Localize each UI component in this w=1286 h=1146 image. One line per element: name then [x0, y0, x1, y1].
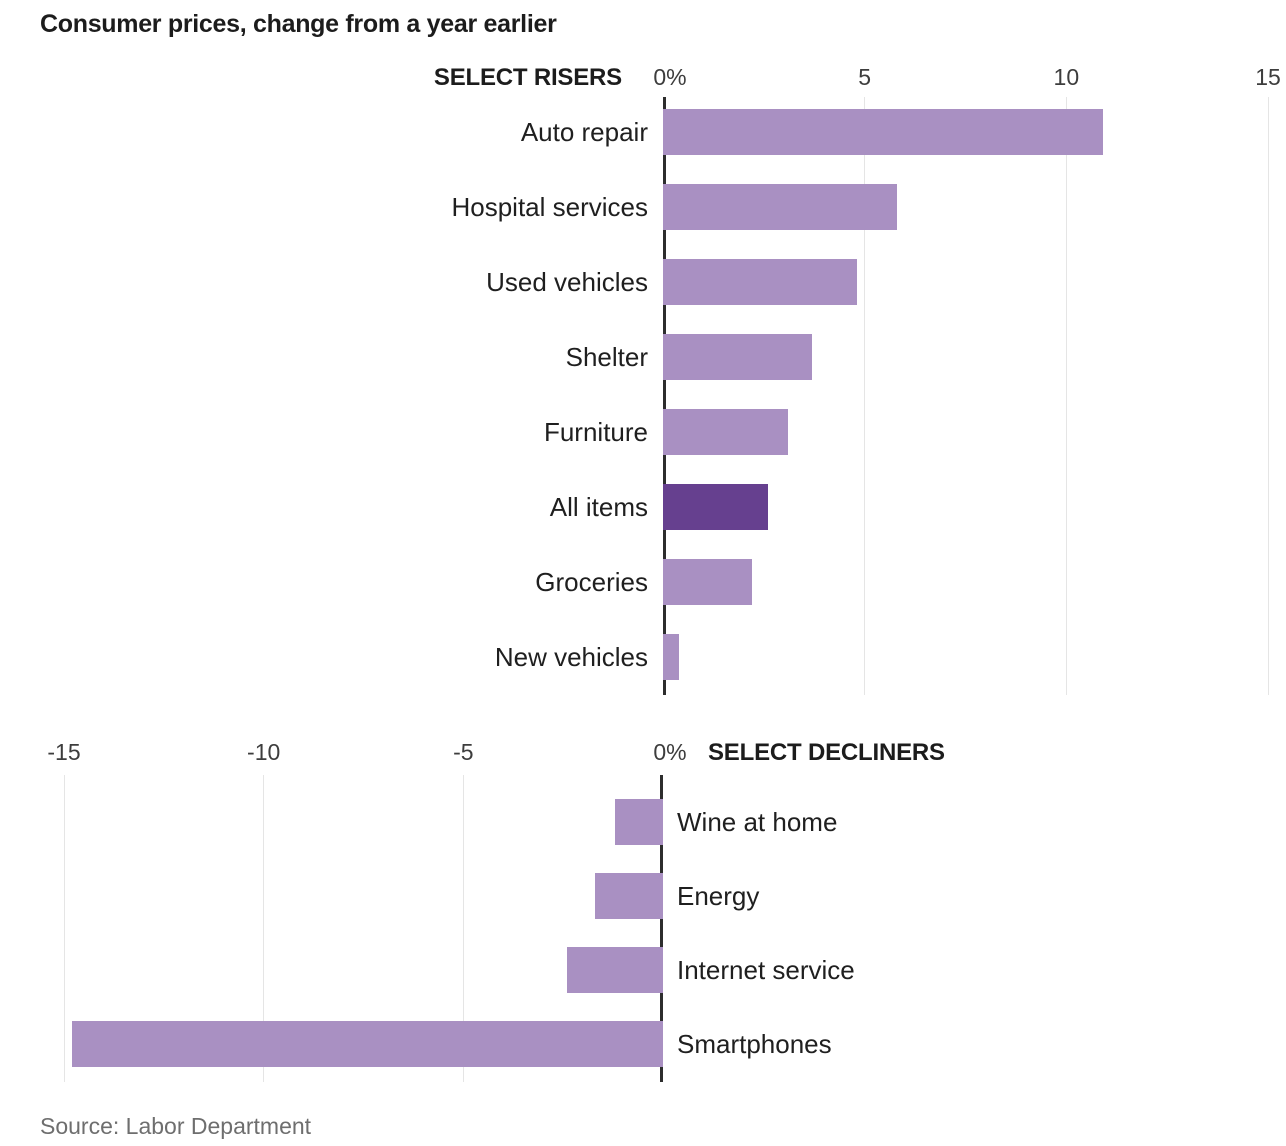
risers-plot-area [663, 97, 1269, 695]
gridline-15 [63, 775, 65, 1082]
chart-title: Consumer prices, change from a year earl… [40, 10, 557, 38]
category-label-wine-at-home: Wine at home [677, 807, 838, 837]
bar-shelter [663, 334, 813, 380]
category-label-energy: Energy [677, 881, 760, 911]
axis-tick-10: -10 [247, 739, 281, 765]
bar-internet-service [567, 947, 663, 993]
axis-tick-15: 15 [1255, 64, 1281, 90]
category-label-all-items: All items [549, 492, 648, 522]
decliners-panel-header: SELECT DECLINERS [708, 739, 945, 766]
category-label-shelter: Shelter [565, 342, 648, 372]
gridline-10 [263, 775, 265, 1082]
axis-tick-5: 5 [858, 64, 872, 90]
bar-all-items [663, 484, 768, 530]
bar-smartphones [71, 1021, 663, 1067]
category-label-smartphones: Smartphones [677, 1029, 832, 1059]
gridline-15 [1267, 97, 1269, 695]
bar-wine-at-home [615, 799, 663, 845]
axis-tick-0: 0% [653, 739, 687, 765]
bar-energy [595, 873, 663, 919]
category-label-hospital-services: Hospital services [451, 192, 648, 222]
category-label-groceries: Groceries [535, 567, 648, 597]
zero-axis-line [660, 775, 663, 1082]
source-note: Source: Labor Department [40, 1113, 312, 1139]
gridline-10 [1065, 97, 1067, 695]
zero-axis-line [663, 97, 666, 695]
decliners-plot-area [63, 775, 663, 1082]
bar-used-vehicles [663, 259, 857, 305]
bar-new-vehicles [663, 634, 680, 680]
category-label-internet-service: Internet service [677, 955, 855, 985]
bar-groceries [663, 559, 752, 605]
bar-furniture [663, 409, 789, 455]
category-label-auto-repair: Auto repair [520, 117, 648, 147]
axis-tick-10: 10 [1053, 64, 1080, 90]
axis-tick-5: -5 [453, 739, 474, 765]
gridline-5 [864, 97, 866, 695]
category-label-furniture: Furniture [543, 417, 648, 447]
risers-panel-header: SELECT RISERS [433, 64, 622, 91]
bar-hospital-services [663, 184, 897, 230]
category-label-used-vehicles: Used vehicles [486, 267, 648, 297]
category-label-new-vehicles: New vehicles [494, 642, 648, 672]
axis-tick-0: 0% [653, 64, 687, 90]
axis-tick-15: -15 [47, 739, 81, 765]
bar-auto-repair [663, 109, 1103, 155]
gridline-5 [462, 775, 464, 1082]
